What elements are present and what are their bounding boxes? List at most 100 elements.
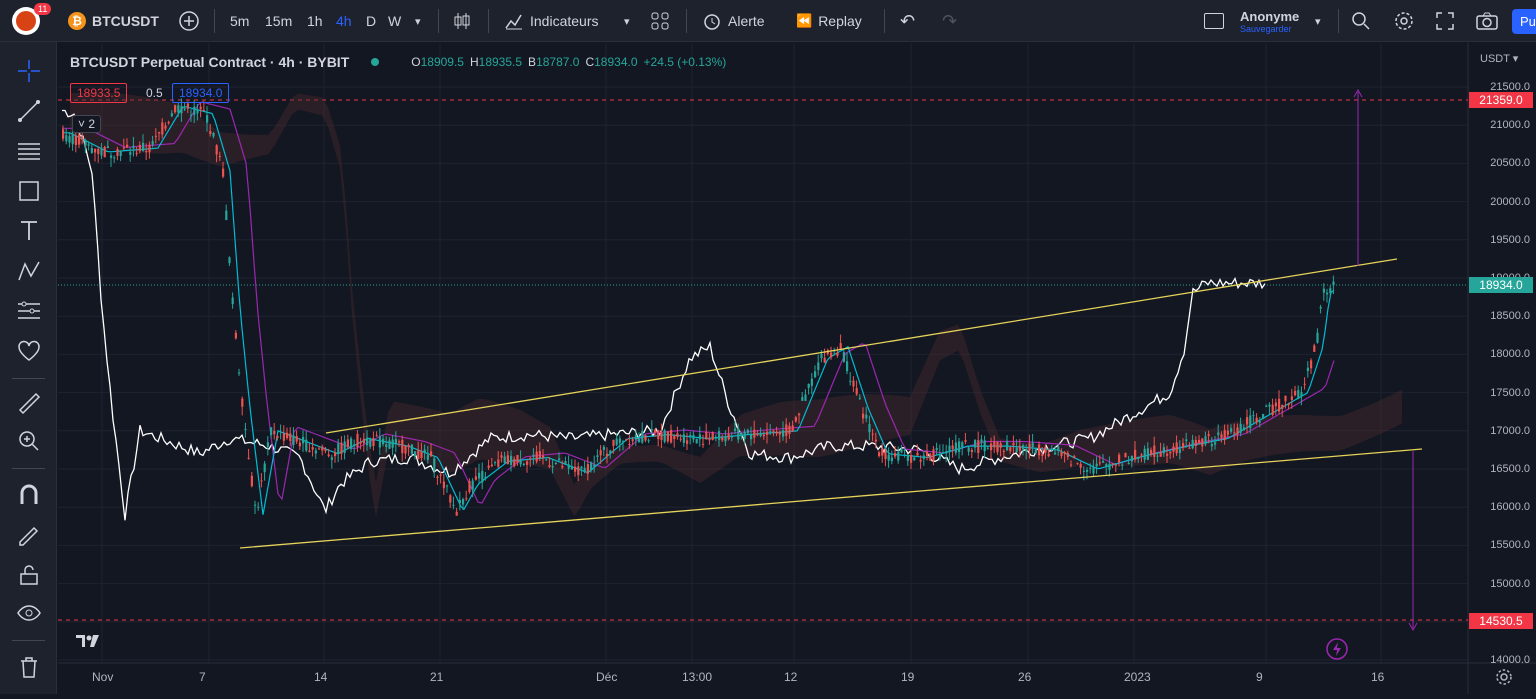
tf-15m[interactable]: 15m <box>265 13 293 29</box>
candle-body <box>180 106 183 114</box>
chart-area[interactable] <box>58 43 1536 694</box>
tf-5m[interactable]: 5m <box>230 13 250 29</box>
tf-4h[interactable]: 4h <box>336 13 352 29</box>
candle-body <box>270 427 273 436</box>
candle-body <box>734 428 737 431</box>
candle-body <box>670 429 673 443</box>
lock-tool[interactable] <box>14 560 44 590</box>
candle-body <box>321 446 324 451</box>
user-chevron-icon[interactable]: ▾ <box>1315 15 1321 28</box>
fullscreen-button[interactable] <box>1434 0 1456 42</box>
ruler-tool[interactable] <box>14 388 44 418</box>
zoom-tool[interactable] <box>14 426 44 456</box>
candle-body <box>462 499 465 505</box>
candle-body <box>858 397 861 399</box>
sell-button[interactable]: 18933.5 <box>70 83 128 103</box>
indicators-button[interactable]: Indicateurs <box>504 0 598 42</box>
legend-title[interactable]: BTCUSDT Perpetual Contract · 4h · BYBIT <box>70 54 350 70</box>
stay-drawing-tool[interactable] <box>14 520 44 550</box>
publish-button[interactable]: Pu <box>1512 0 1536 42</box>
candle-body <box>657 430 660 440</box>
undo-icon[interactable]: ↶ <box>900 10 916 31</box>
candle-body <box>1287 403 1290 406</box>
text-tool[interactable] <box>14 216 44 246</box>
candle-body <box>196 109 199 114</box>
prediction-tool[interactable] <box>14 296 44 326</box>
candle-body <box>1054 452 1057 455</box>
candle-body <box>510 455 513 465</box>
magnet-tool[interactable] <box>14 480 44 510</box>
candle-body <box>1278 398 1281 412</box>
layout-toggle[interactable] <box>1204 0 1224 42</box>
templates-button[interactable] <box>650 0 670 42</box>
time-tick-label: 9 <box>1256 670 1263 684</box>
symbol-search[interactable]: ₿ BTCUSDT <box>68 0 159 42</box>
candle-body <box>705 432 708 440</box>
price-tick-label: 20000.0 <box>1490 195 1530 208</box>
replay-button[interactable]: ⏪ Replay <box>796 0 862 42</box>
tradingview-logo[interactable] <box>74 632 102 655</box>
candle-body <box>1114 464 1117 466</box>
redo-icon[interactable]: ↷ <box>942 10 958 31</box>
candle-body <box>474 476 477 480</box>
candle-body <box>170 113 173 117</box>
favorites-tool[interactable] <box>14 336 44 366</box>
compare-button[interactable] <box>178 0 200 42</box>
candle-type-button[interactable] <box>452 0 472 42</box>
events-button[interactable] <box>1325 637 1349 666</box>
chevron-down-icon[interactable]: ▾ <box>415 15 421 28</box>
candle-body <box>228 257 231 264</box>
indicators-dropdown-icon[interactable]: ▾ <box>624 15 630 28</box>
candle-body <box>798 413 801 416</box>
trendline-tool[interactable] <box>14 96 44 126</box>
alert-button[interactable]: Alerte <box>702 0 765 42</box>
candle-body <box>698 434 701 440</box>
candle-body <box>833 350 836 352</box>
candle-body <box>1268 404 1271 407</box>
candle-body <box>791 425 794 432</box>
settings-button[interactable] <box>1393 0 1415 42</box>
pattern-tool[interactable] <box>14 256 44 286</box>
axis-settings-button[interactable] <box>1495 668 1513 691</box>
candle-body <box>884 450 887 459</box>
candle-body <box>407 445 410 448</box>
screenshot-button[interactable] <box>1475 0 1499 42</box>
drawing-toolbar <box>0 42 57 694</box>
candle-body <box>695 438 698 444</box>
candle-body <box>874 439 877 442</box>
time-tick-label: 21 <box>430 670 444 684</box>
candle-body <box>1316 332 1319 343</box>
price-chart-svg[interactable] <box>58 43 1536 694</box>
user-menu[interactable]: Anonyme Sauvegarder <box>1240 0 1299 42</box>
hide-drawings-tool[interactable] <box>14 598 44 628</box>
candle-body <box>1156 455 1159 457</box>
candle-body <box>1086 469 1089 472</box>
candle-body <box>254 504 257 506</box>
fib-tool[interactable] <box>14 136 44 166</box>
candle-body <box>1150 449 1153 455</box>
tf-D[interactable]: D <box>366 13 377 29</box>
search-button[interactable] <box>1350 0 1372 42</box>
currency-label: USDT <box>1480 53 1510 65</box>
crosshair-tool[interactable] <box>14 56 44 86</box>
wedge-lower-line <box>239 448 1423 549</box>
candle-body <box>452 504 455 506</box>
remove-drawings-tool[interactable] <box>14 652 44 682</box>
tf-1h[interactable]: 1h <box>307 13 323 29</box>
candle-body <box>721 437 724 441</box>
ohlc-values: O18909.5 H18935.5 B18787.0 C18934.0 +24.… <box>411 55 726 69</box>
buy-button[interactable]: 18934.0 <box>172 83 230 103</box>
price-tick-label: 17000.0 <box>1490 424 1530 437</box>
candle-body <box>330 457 333 460</box>
save-link[interactable]: Sauvegarder <box>1240 23 1292 34</box>
wedge-upper-line <box>325 258 1398 434</box>
time-tick-label: 7 <box>199 670 206 684</box>
candle-body <box>574 466 577 472</box>
profile-avatar[interactable]: 11 <box>12 0 52 42</box>
tf-W[interactable]: W <box>388 13 402 29</box>
currency-selector[interactable]: USDT ▾ <box>1480 53 1519 65</box>
indicator-collapse-toggle[interactable]: ˅ 2 <box>72 115 102 133</box>
candle-body <box>894 453 897 457</box>
shape-tool[interactable] <box>14 176 44 206</box>
candle-body <box>273 430 276 435</box>
